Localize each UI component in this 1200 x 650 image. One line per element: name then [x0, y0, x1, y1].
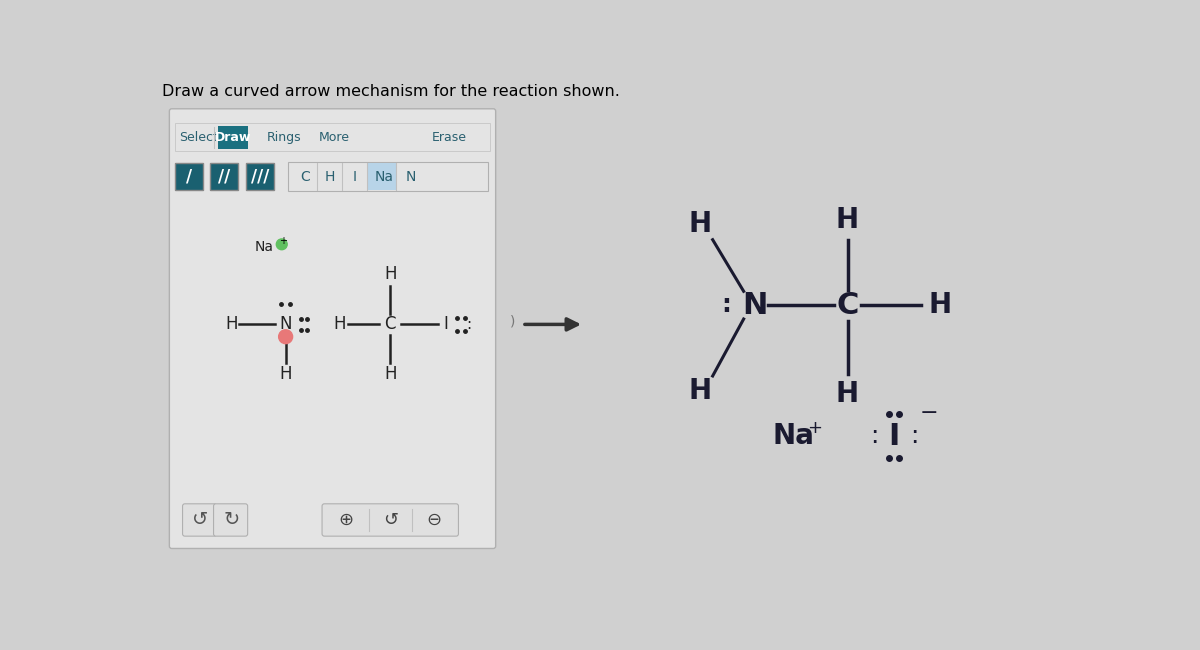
- Text: Erase: Erase: [432, 131, 467, 144]
- Text: H: H: [384, 365, 396, 383]
- Text: Select: Select: [179, 131, 218, 144]
- Text: ⊕: ⊕: [338, 511, 354, 529]
- FancyBboxPatch shape: [367, 162, 397, 190]
- Text: C: C: [300, 170, 310, 183]
- FancyBboxPatch shape: [218, 125, 247, 149]
- Text: H: H: [280, 365, 292, 383]
- Text: ): ): [510, 315, 515, 328]
- Text: N: N: [280, 315, 292, 333]
- Circle shape: [276, 239, 287, 250]
- Text: N: N: [742, 291, 767, 320]
- Circle shape: [278, 330, 293, 344]
- Text: N: N: [406, 170, 415, 183]
- Text: ⊖: ⊖: [427, 511, 442, 529]
- Text: Draw: Draw: [215, 131, 251, 144]
- FancyBboxPatch shape: [175, 124, 491, 151]
- Text: H: H: [836, 207, 859, 235]
- Text: :: :: [721, 293, 732, 317]
- FancyBboxPatch shape: [288, 162, 488, 191]
- Text: :: :: [910, 424, 918, 448]
- Text: C: C: [836, 291, 859, 320]
- Text: Na: Na: [773, 422, 814, 450]
- Text: −: −: [919, 403, 938, 423]
- Text: I: I: [353, 170, 356, 183]
- FancyBboxPatch shape: [322, 504, 458, 536]
- Text: Draw a curved arrow mechanism for the reaction shown.: Draw a curved arrow mechanism for the re…: [162, 84, 619, 99]
- FancyBboxPatch shape: [214, 504, 247, 536]
- Text: //: //: [218, 168, 230, 185]
- Text: H: H: [929, 291, 952, 319]
- Text: +: +: [808, 419, 822, 437]
- FancyBboxPatch shape: [246, 162, 274, 190]
- Text: Na: Na: [254, 240, 274, 254]
- Text: +: +: [280, 236, 287, 246]
- Text: More: More: [319, 131, 350, 144]
- Text: Rings: Rings: [266, 131, 301, 144]
- Text: :: :: [467, 317, 472, 332]
- Text: I: I: [888, 422, 900, 450]
- Text: H: H: [384, 265, 396, 283]
- Text: ↺: ↺: [383, 511, 398, 529]
- Text: I: I: [444, 315, 449, 333]
- Text: :: :: [870, 424, 878, 448]
- Text: ///: ///: [251, 168, 269, 185]
- Text: H: H: [334, 315, 346, 333]
- Text: ↻: ↻: [223, 510, 240, 530]
- Text: H: H: [689, 211, 712, 239]
- Text: H: H: [226, 315, 238, 333]
- Text: ↺: ↺: [192, 510, 209, 530]
- Text: Na: Na: [374, 170, 394, 183]
- FancyBboxPatch shape: [169, 109, 496, 549]
- FancyBboxPatch shape: [182, 504, 217, 536]
- FancyBboxPatch shape: [210, 162, 239, 190]
- FancyBboxPatch shape: [175, 162, 203, 190]
- Text: H: H: [325, 170, 335, 183]
- Text: C: C: [384, 315, 396, 333]
- Text: /: /: [186, 168, 192, 185]
- Text: H: H: [836, 380, 859, 408]
- Text: H: H: [689, 378, 712, 406]
